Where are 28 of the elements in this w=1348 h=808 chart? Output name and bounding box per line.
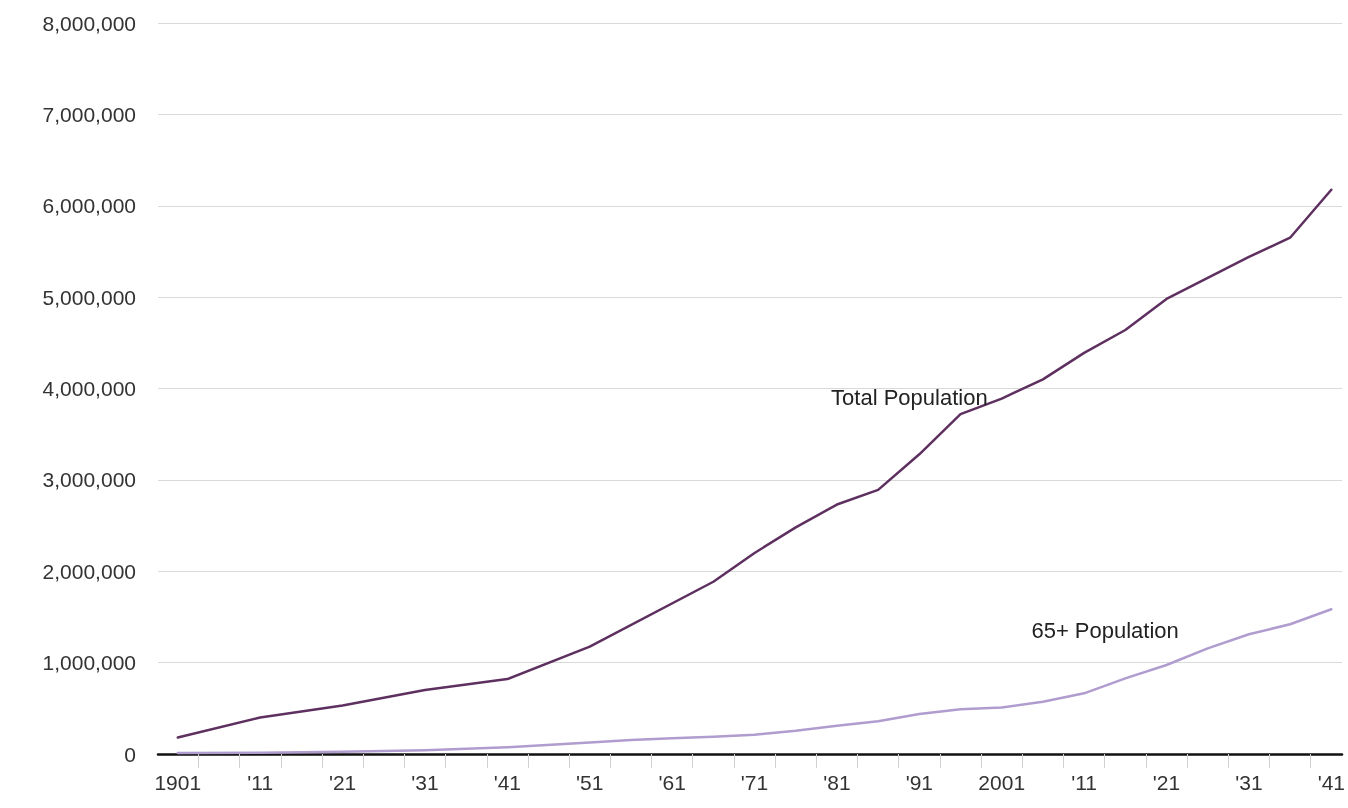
x-tick-label: '31 xyxy=(411,771,439,794)
y-tick-label: 6,000,000 xyxy=(42,194,136,218)
x-tick-label: '41 xyxy=(493,771,522,794)
x-tick-label: '61 xyxy=(658,771,686,794)
y-tick-label: 2,000,000 xyxy=(42,559,136,583)
x-tick-label: 1901 xyxy=(154,771,202,794)
x-tick-label: '31 xyxy=(1235,771,1263,794)
line-series xyxy=(176,188,1333,739)
x-tick-label: '51 xyxy=(576,771,604,794)
x-tick-label: '41 xyxy=(1317,771,1345,794)
y-tick-label: 4,000,000 xyxy=(42,377,136,400)
x-tick-label: '71 xyxy=(740,771,769,794)
y-tick-label: 7,000,000 xyxy=(42,102,136,126)
y-tick-label: 1,000,000 xyxy=(42,651,136,675)
x-tick-label: '21 xyxy=(1152,771,1181,794)
series-label: 65+ Population xyxy=(1031,617,1179,643)
line-series xyxy=(176,608,1333,755)
x-tick-label: '21 xyxy=(328,771,357,794)
x-tick-label: '81 xyxy=(823,771,851,794)
y-tick-label: 8,000,000 xyxy=(42,11,136,35)
x-tick-label: '11 xyxy=(1071,771,1098,794)
x-tick-label: '91 xyxy=(905,771,934,794)
series-label: Total Population xyxy=(831,384,988,410)
x-tick-label: '11 xyxy=(247,771,274,794)
x-tick-label: 2001 xyxy=(978,771,1026,794)
y-tick-label: 3,000,000 xyxy=(42,468,136,492)
y-tick-label: 5,000,000 xyxy=(42,285,136,309)
y-tick-label: 0 xyxy=(124,742,136,766)
